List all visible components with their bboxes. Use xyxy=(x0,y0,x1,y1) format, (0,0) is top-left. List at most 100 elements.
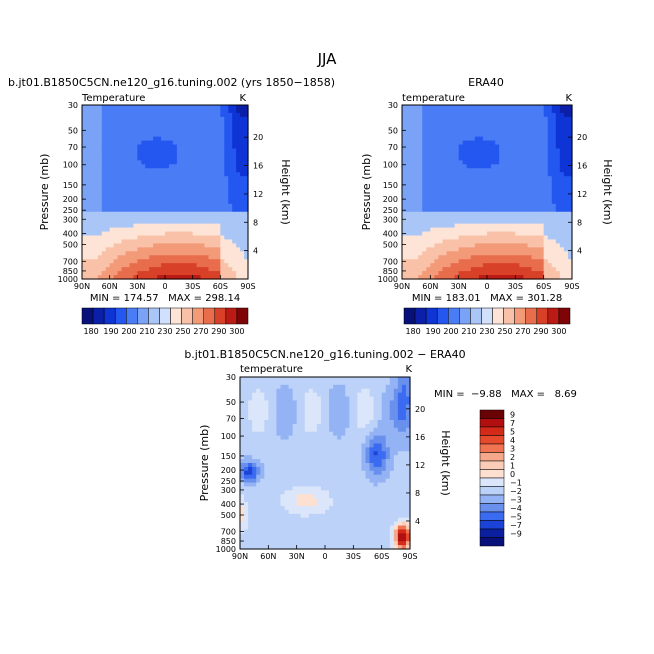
heatmap-cell xyxy=(507,227,512,233)
heatmap-cell xyxy=(137,251,142,256)
heatmap-cell xyxy=(491,195,496,201)
heatmap-cell xyxy=(153,243,158,248)
heatmap-cell xyxy=(200,231,206,237)
heatmap-cell xyxy=(333,427,338,433)
heatmap-cell xyxy=(406,176,411,181)
heatmap-cell xyxy=(422,168,427,173)
heatmap-cell xyxy=(511,116,516,122)
heatmap-cell xyxy=(105,243,111,248)
heatmap-cell xyxy=(418,239,423,244)
heatmap-cell xyxy=(192,259,198,264)
heatmap-cell xyxy=(145,152,150,157)
heatmap-cell xyxy=(141,215,146,221)
heatmap-cell xyxy=(157,239,162,244)
heatmap-cell xyxy=(531,219,537,225)
heatmap-cell xyxy=(220,207,225,213)
heatmap-cell xyxy=(180,136,186,142)
heatmap-cell xyxy=(184,259,190,264)
heatmap-cell xyxy=(507,184,512,189)
heatmap-cell xyxy=(89,275,95,280)
heatmap-cell xyxy=(519,275,525,280)
heatmap-cell xyxy=(288,451,294,456)
heatmap-cell xyxy=(101,124,107,130)
heatmap-cell xyxy=(149,255,154,260)
heatmap-cell xyxy=(357,478,363,484)
heatmap-cell xyxy=(527,124,533,130)
heatmap-cell xyxy=(320,412,326,417)
heatmap-cell xyxy=(466,120,472,126)
heatmap-cell xyxy=(531,105,537,110)
heatmap-cell xyxy=(137,164,142,169)
heatmap-cell xyxy=(145,263,150,268)
heatmap-cell xyxy=(85,227,91,233)
heatmap-cell xyxy=(401,443,407,448)
heatmap-cell xyxy=(470,172,476,177)
heatmap-cell xyxy=(220,105,225,110)
heatmap-cell xyxy=(89,144,95,150)
heatmap-cell xyxy=(402,124,407,130)
heatmap-cell xyxy=(495,211,500,217)
heatmap-cell xyxy=(240,447,245,452)
heatmap-cell xyxy=(466,255,472,260)
heatmap-cell xyxy=(280,416,286,421)
heatmap-cell xyxy=(450,251,456,256)
heatmap-cell xyxy=(361,443,367,448)
heatmap-cell xyxy=(256,435,261,441)
heatmap-cell xyxy=(188,247,194,252)
heatmap-cell xyxy=(377,380,383,386)
heatmap-cell xyxy=(204,247,210,252)
heatmap-cell xyxy=(414,219,419,225)
heatmap-cell xyxy=(454,239,460,244)
heatmap-cell xyxy=(389,431,395,437)
heatmap-cell xyxy=(418,116,423,122)
heatmap-cell xyxy=(462,227,468,233)
heatmap-cell xyxy=(466,215,472,221)
heatmap-cell xyxy=(236,215,241,221)
heatmap-cell xyxy=(353,443,358,448)
heatmap-cell xyxy=(426,180,431,185)
heatmap-cell xyxy=(458,251,464,256)
heatmap-cell xyxy=(446,211,452,217)
heatmap-cell xyxy=(168,263,174,268)
heatmap-cell xyxy=(450,235,456,241)
heatmap-cell xyxy=(527,108,533,114)
heatmap-cell xyxy=(357,377,363,382)
heatmap-cell xyxy=(555,172,561,177)
heatmap-cell xyxy=(240,120,245,126)
colorbar-box xyxy=(126,307,138,325)
heatmap-cell xyxy=(105,120,111,126)
heatmap-cell xyxy=(212,160,217,165)
heatmap-cell xyxy=(410,195,415,201)
heatmap-cell xyxy=(212,207,217,213)
heatmap-cell xyxy=(101,203,107,209)
heatmap-cell xyxy=(105,152,111,157)
heatmap-cell xyxy=(519,105,525,110)
heatmap-cell xyxy=(129,271,134,276)
heatmap-cell xyxy=(85,180,91,185)
heatmap-cell xyxy=(304,474,310,480)
heatmap-cell xyxy=(397,420,403,425)
heatmap-cell xyxy=(105,263,111,268)
heatmap-cell xyxy=(466,136,472,142)
heatmap-cell xyxy=(232,140,237,146)
heatmap-cell xyxy=(248,420,253,425)
heatmap-cell xyxy=(85,199,91,205)
heatmap-cell xyxy=(495,192,500,197)
heatmap-cell xyxy=(482,271,488,276)
heatmap-cell xyxy=(499,180,504,185)
heatmap-cell xyxy=(93,108,99,114)
heatmap-cell xyxy=(491,231,496,237)
heatmap-cell xyxy=(551,211,557,217)
heatmap-cell xyxy=(240,408,245,413)
heatmap-cell xyxy=(430,211,435,217)
heatmap-cell xyxy=(97,156,103,161)
heatmap-cell xyxy=(406,255,411,260)
heatmap-cell xyxy=(113,259,119,264)
heatmap-cell xyxy=(232,172,237,177)
heatmap-cell xyxy=(240,227,245,233)
heatmap-cell xyxy=(304,459,310,464)
heatmap-cell xyxy=(389,423,395,429)
heatmap-cell xyxy=(418,112,423,118)
heatmap-cell xyxy=(567,211,573,217)
heatmap-cell xyxy=(539,124,545,130)
